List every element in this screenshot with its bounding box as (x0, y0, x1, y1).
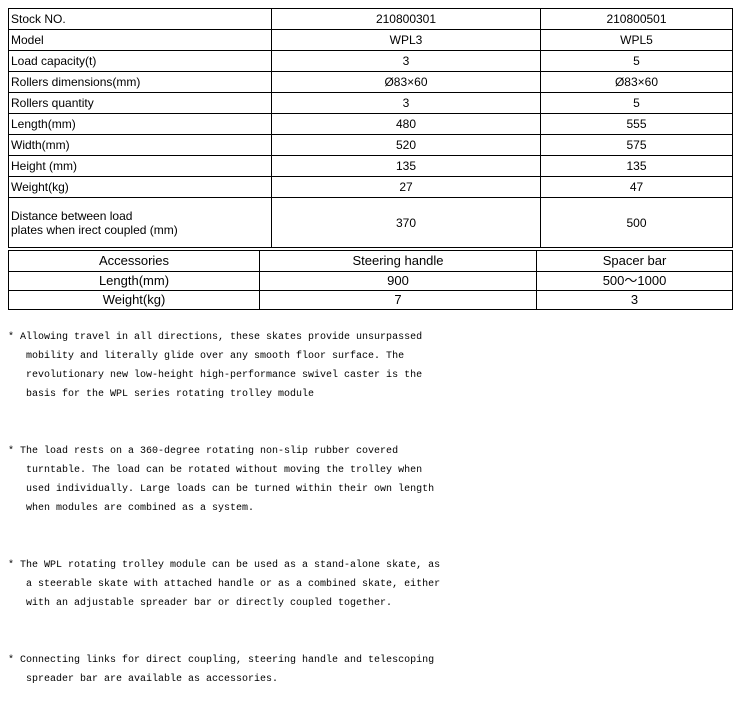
cell-value: 5 (540, 50, 733, 72)
feature-notes: * Allowing travel in all directions, the… (8, 309, 440, 727)
row-label: Load capacity(t) (8, 50, 272, 72)
note-paragraph: * The WPL rotating trolley module can be… (8, 560, 441, 609)
header-cell: 210800301 (271, 8, 541, 30)
header-cell: Accessories (8, 250, 260, 272)
row-label: Width(mm) (8, 134, 272, 156)
cell-value: 7 (259, 290, 537, 310)
cell-value: Ø83×60 (271, 71, 541, 93)
spec-table: Stock NO. 210800301 210800501 Model WPL3 W… (8, 8, 733, 248)
cell-value: 900 (259, 271, 537, 291)
cell-value: 3 (536, 290, 733, 310)
row-label: Weight(kg) (8, 176, 272, 198)
cell-value: WPL5 (540, 29, 733, 51)
cell-value: 575 (540, 134, 733, 156)
note-paragraph: * Connecting links for direct coupling, … (8, 655, 435, 685)
row-label: Rollers dimensions(mm) (8, 71, 272, 93)
accessories-table: Accessories Steering handle Spacer bar L… (8, 250, 733, 310)
note-paragraph: * Allowing travel in all directions, the… (8, 332, 423, 400)
cell-value: 27 (271, 176, 541, 198)
note-paragraph: * The load rests on a 360-degree rotatin… (8, 446, 435, 514)
header-cell: Steering handle (259, 250, 537, 272)
table-row: Length(mm) 480 555 (8, 113, 733, 135)
table-row: Weight(kg) 7 3 (8, 290, 733, 310)
row-label: Weight(kg) (8, 290, 260, 310)
cell-value: 135 (271, 155, 541, 177)
table-header-row: Accessories Steering handle Spacer bar (8, 250, 733, 272)
table-row: Width(mm) 520 575 (8, 134, 733, 156)
row-label: Height (mm) (8, 155, 272, 177)
row-label: Model (8, 29, 272, 51)
table-header-row: Stock NO. 210800301 210800501 (8, 8, 733, 30)
cell-value: 500 (540, 197, 733, 248)
header-cell: Spacer bar (536, 250, 733, 272)
row-label: Length(mm) (8, 271, 260, 291)
header-cell: Stock NO. (8, 8, 272, 30)
table-row: Rollers dimensions(mm) Ø83×60 Ø83×60 (8, 71, 733, 93)
row-label: Rollers quantity (8, 92, 272, 114)
cell-value: 3 (271, 92, 541, 114)
table-row: Distance between load plates when irect … (8, 197, 733, 248)
table-row: Model WPL3 WPL5 (8, 29, 733, 51)
cell-value: 3 (271, 50, 541, 72)
row-label: Distance between load plates when irect … (8, 197, 272, 248)
cell-value: 135 (540, 155, 733, 177)
cell-value: 5 (540, 92, 733, 114)
cell-value: WPL3 (271, 29, 541, 51)
row-label: Length(mm) (8, 113, 272, 135)
table-row: Rollers quantity 3 5 (8, 92, 733, 114)
table-row: Height (mm) 135 135 (8, 155, 733, 177)
cell-value: 480 (271, 113, 541, 135)
cell-value: 500～1000 (536, 271, 733, 291)
cell-value: 520 (271, 134, 541, 156)
table-row: Load capacity(t) 3 5 (8, 50, 733, 72)
header-cell: 210800501 (540, 8, 733, 30)
table-row: Weight(kg) 27 47 (8, 176, 733, 198)
cell-value: 555 (540, 113, 733, 135)
cell-value: 47 (540, 176, 733, 198)
cell-value: Ø83×60 (540, 71, 733, 93)
table-row: Length(mm) 900 500～1000 (8, 271, 733, 291)
cell-value: 370 (271, 197, 541, 248)
